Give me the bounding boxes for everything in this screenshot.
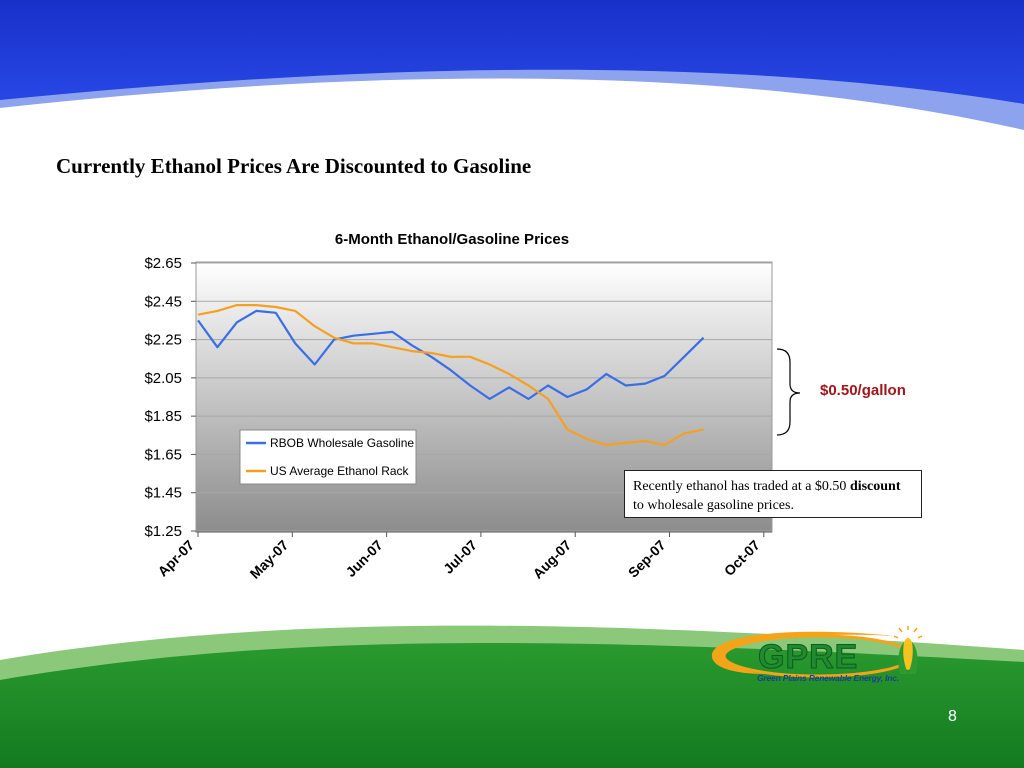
callout-text-bold: discount (849, 479, 901, 494)
gpre-logo: GPRE (711, 626, 923, 678)
x-tick-label: May-07 (247, 537, 292, 582)
brace (776, 348, 801, 436)
y-tick-label: $1.45 (144, 485, 182, 502)
series-line-rbob (197, 309, 705, 400)
y-tick-label: $1.65 (144, 446, 182, 463)
page-number: 8 (948, 708, 957, 725)
y-tick-label: $1.85 (144, 408, 182, 425)
callout-box: Recently ethanol has traded at a $0.50 d… (624, 470, 922, 518)
x-tick-label: Jun-07 (342, 537, 385, 580)
y-tick-label: $2.05 (144, 370, 182, 387)
y-tick-label: $2.65 (144, 255, 182, 272)
slide-title: Currently Ethanol Prices Are Discounted … (56, 154, 532, 178)
logo-swoosh (711, 631, 896, 674)
logo-subtitle: Green Plains Renewable Energy, Inc. (757, 673, 899, 683)
y-tick-label: $2.45 (144, 293, 182, 310)
x-tick-label: Sep-07 (625, 537, 669, 581)
x-tick-label: Jul-07 (440, 537, 480, 577)
callout-text-post: to wholesale gasoline prices. (633, 498, 794, 513)
chart-title: 6-Month Ethanol/Gasoline Prices (335, 231, 569, 248)
y-tick-label: $2.25 (144, 332, 182, 349)
legend-label-rbob: RBOB Wholesale Gasoline (270, 436, 414, 450)
logo-wordmark: GPRE (758, 638, 858, 676)
callout-text-pre: Recently ethanol has traded at a $0.50 (633, 479, 850, 494)
x-tick-label: Aug-07 (529, 537, 574, 582)
x-tick-label: Oct-07 (721, 537, 763, 579)
y-tick-label: $1.25 (144, 523, 182, 540)
series-line-ethanol (197, 304, 704, 446)
brace-label: $0.50/gallon (820, 382, 906, 399)
header-blue-band (0, 0, 1024, 104)
x-tick-label: Apr-07 (154, 537, 197, 580)
legend-box (239, 429, 417, 485)
corn-icon (893, 626, 923, 674)
chart-legend: RBOB Wholesale Gasoline US Average Ethan… (239, 429, 417, 485)
legend-label-ethanol: US Average Ethanol Rack (270, 464, 410, 478)
